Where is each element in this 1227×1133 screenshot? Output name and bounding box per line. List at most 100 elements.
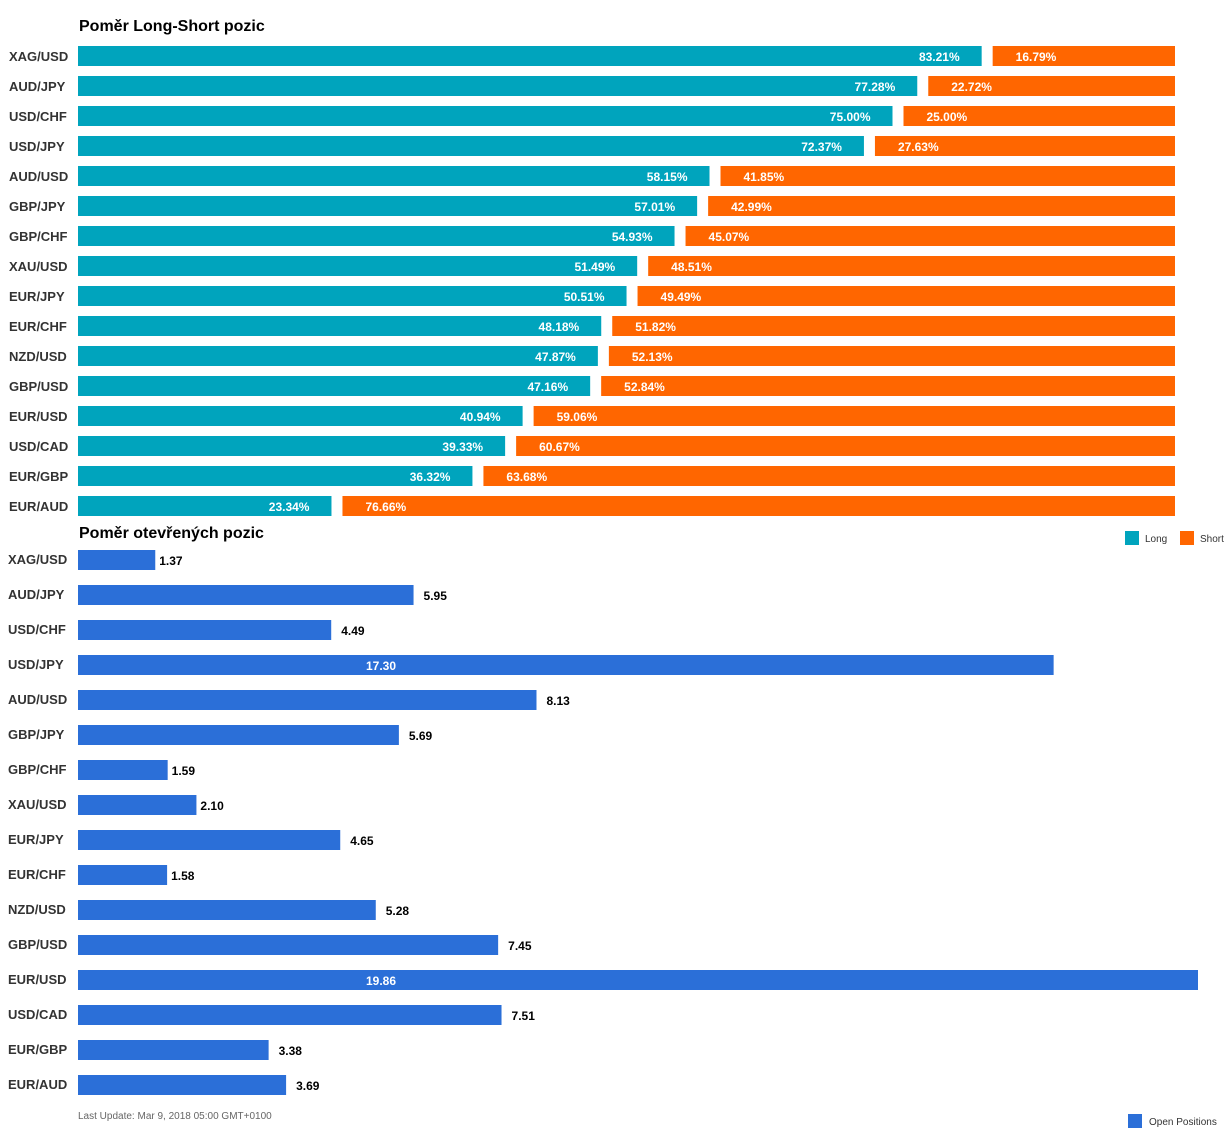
long-short-bars: XAG/USD 83.21% 16.79% AUD/JPY 77.28% 22.72% US… — [9, 46, 1176, 516]
short-bar-eur-chf — [612, 316, 1175, 336]
long-bar-eur-aud — [78, 496, 332, 516]
short-bar-eur-usd — [533, 406, 1175, 426]
open-positions-legend: Open Positions — [1128, 1114, 1217, 1128]
long-bar-nzd-usd — [78, 346, 598, 366]
open-positions-title: Poměr otevřených pozic — [79, 525, 264, 542]
long-bar-gbp-usd — [78, 376, 591, 396]
long-label-usd-chf: 75.00% — [830, 110, 871, 124]
op-category-aud-jpy: AUD/JPY — [8, 587, 65, 602]
short-bar-aud-usd — [720, 166, 1175, 186]
op-category-eur-gbp: EUR/GBP — [8, 1042, 68, 1057]
long-label-gbp-chf: 54.93% — [612, 230, 653, 244]
long-label-gbp-jpy: 57.01% — [634, 200, 675, 214]
legend-short-label: Short — [1200, 534, 1224, 545]
open-label-eur-usd: 19.86 — [366, 974, 396, 988]
op-category-eur-chf: EUR/CHF — [8, 867, 66, 882]
open-label-aud-usd: 8.13 — [546, 694, 570, 708]
legend-open-positions-swatch — [1128, 1114, 1142, 1128]
open-bar-aud-usd — [78, 690, 537, 710]
short-label-xag-usd: 16.79% — [1016, 50, 1057, 64]
long-bar-eur-jpy — [78, 286, 627, 306]
short-bar-eur-jpy — [637, 286, 1175, 306]
short-bar-xau-usd — [648, 256, 1175, 276]
ls-category-eur-chf: EUR/CHF — [9, 319, 67, 334]
open-label-gbp-jpy: 5.69 — [409, 729, 433, 743]
open-label-xag-usd: 1.37 — [159, 554, 183, 568]
ls-category-eur-aud: EUR/AUD — [9, 499, 68, 514]
open-bar-gbp-usd — [78, 935, 499, 955]
long-bar-eur-gbp — [78, 466, 473, 486]
op-category-usd-jpy: USD/JPY — [8, 657, 64, 672]
short-bar-nzd-usd — [608, 346, 1175, 366]
op-category-xau-usd: XAU/USD — [8, 797, 67, 812]
long-label-aud-usd: 58.15% — [647, 170, 688, 184]
open-bar-eur-jpy — [78, 830, 341, 850]
ls-category-xau-usd: XAU/USD — [9, 259, 68, 274]
short-bar-usd-cad — [516, 436, 1175, 456]
op-category-usd-cad: USD/CAD — [8, 1007, 67, 1022]
open-label-eur-chf: 1.58 — [171, 869, 195, 883]
open-bar-nzd-usd — [78, 900, 376, 920]
legend-open-positions-label: Open Positions — [1149, 1117, 1217, 1128]
long-bar-eur-chf — [78, 316, 602, 336]
ls-category-xag-usd: XAG/USD — [9, 49, 68, 64]
short-label-gbp-jpy: 42.99% — [731, 200, 772, 214]
long-bar-usd-cad — [78, 436, 506, 456]
short-label-gbp-chf: 45.07% — [709, 230, 750, 244]
short-label-aud-jpy: 22.72% — [951, 80, 992, 94]
op-category-aud-usd: AUD/USD — [8, 692, 67, 707]
short-bar-usd-jpy — [874, 136, 1175, 156]
long-label-gbp-usd: 47.16% — [527, 380, 568, 394]
long-bar-aud-jpy — [78, 76, 918, 96]
ls-category-gbp-chf: GBP/CHF — [9, 229, 68, 244]
open-bar-aud-jpy — [78, 585, 414, 605]
ls-category-eur-jpy: EUR/JPY — [9, 289, 65, 304]
short-bar-gbp-chf — [685, 226, 1175, 246]
open-label-eur-jpy: 4.65 — [350, 834, 374, 848]
open-bar-gbp-jpy — [78, 725, 399, 745]
open-label-usd-chf: 4.49 — [341, 624, 365, 638]
long-bar-usd-jpy — [78, 136, 864, 156]
op-category-usd-chf: USD/CHF — [8, 622, 66, 637]
short-bar-usd-chf — [903, 106, 1175, 126]
short-label-aud-usd: 41.85% — [744, 170, 785, 184]
legend-long-label: Long — [1145, 534, 1167, 545]
short-label-eur-usd: 59.06% — [557, 410, 598, 424]
open-bar-eur-usd — [78, 970, 1198, 990]
ls-category-nzd-usd: NZD/USD — [9, 349, 67, 364]
op-category-xag-usd: XAG/USD — [8, 552, 67, 567]
long-label-xau-usd: 51.49% — [574, 260, 615, 274]
short-label-nzd-usd: 52.13% — [632, 350, 673, 364]
ls-category-eur-usd: EUR/USD — [9, 409, 68, 424]
open-bar-xag-usd — [78, 550, 156, 570]
open-label-gbp-usd: 7.45 — [508, 939, 532, 953]
open-bar-eur-chf — [78, 865, 168, 885]
long-label-aud-jpy: 77.28% — [855, 80, 896, 94]
legend-short-swatch — [1180, 531, 1194, 545]
ls-category-aud-jpy: AUD/JPY — [9, 79, 66, 94]
short-bar-eur-gbp — [483, 466, 1176, 486]
long-label-eur-aud: 23.34% — [269, 500, 310, 514]
long-label-eur-jpy: 50.51% — [564, 290, 605, 304]
open-bar-xau-usd — [78, 795, 197, 815]
open-bar-eur-aud — [78, 1075, 287, 1095]
short-label-gbp-usd: 52.84% — [624, 380, 665, 394]
op-category-gbp-usd: GBP/USD — [8, 937, 67, 952]
long-label-eur-gbp: 36.32% — [410, 470, 451, 484]
op-category-eur-usd: EUR/USD — [8, 972, 67, 987]
last-update: Last Update: Mar 9, 2018 05:00 GMT+0100 — [78, 1111, 272, 1122]
short-label-eur-gbp: 63.68% — [506, 470, 547, 484]
open-bar-eur-gbp — [78, 1040, 269, 1060]
long-bar-eur-usd — [78, 406, 523, 426]
long-bar-xau-usd — [78, 256, 638, 276]
long-bar-gbp-jpy — [78, 196, 698, 216]
open-label-xau-usd: 2.10 — [200, 799, 224, 813]
ls-category-usd-cad: USD/CAD — [9, 439, 68, 454]
long-label-eur-usd: 40.94% — [460, 410, 501, 424]
short-label-usd-jpy: 27.63% — [898, 140, 939, 154]
long-short-legend: Long Short — [1125, 531, 1224, 545]
short-label-usd-cad: 60.67% — [539, 440, 580, 454]
long-label-usd-cad: 39.33% — [442, 440, 483, 454]
short-label-eur-chf: 51.82% — [635, 320, 676, 334]
